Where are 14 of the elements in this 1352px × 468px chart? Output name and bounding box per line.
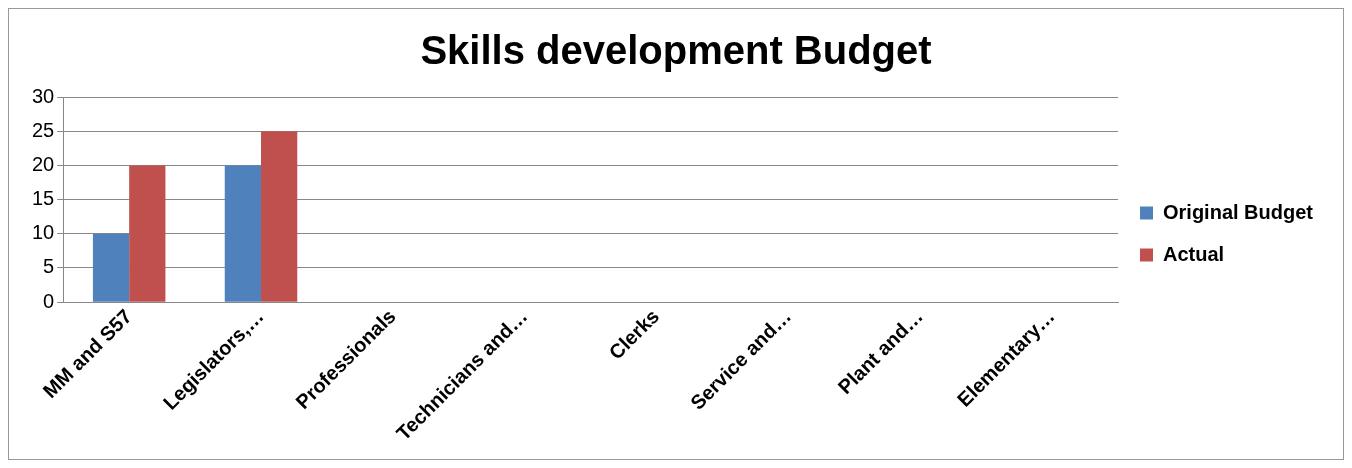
chart-title: Skills development Budget: [420, 28, 932, 73]
y-tick-label: 0: [43, 289, 55, 312]
bar: [224, 165, 262, 302]
bar: [129, 165, 166, 302]
y-tick-label: 10: [32, 221, 55, 244]
y-tick-label: 20: [32, 152, 55, 175]
legend-label: Actual: [1163, 242, 1225, 265]
bar: [261, 131, 298, 302]
legend-label: Original Budget: [1163, 200, 1314, 223]
bar: [92, 233, 130, 302]
y-tick-label: 25: [32, 118, 55, 141]
y-tick-label: 15: [32, 187, 55, 210]
y-tick-label: 5: [43, 255, 55, 278]
y-tick-label: 30: [32, 84, 55, 107]
